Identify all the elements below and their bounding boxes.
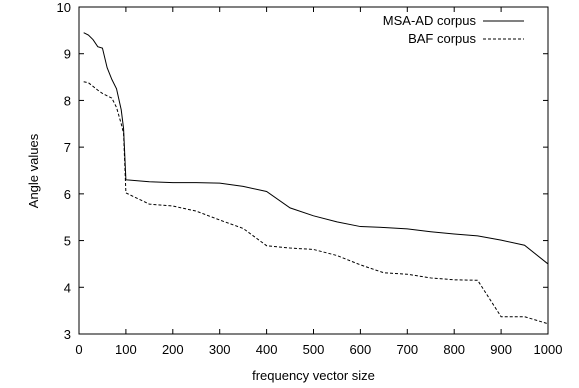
x-tick-label: 200 xyxy=(162,342,184,357)
series-layer xyxy=(83,32,549,325)
x-tick-label: 600 xyxy=(350,342,372,357)
y-tick-label: 10 xyxy=(57,0,71,15)
ticks-layer: 0 100 200 300 400 500 600 700 800 900 1000 3 4 5 6 7 8 9 1… xyxy=(57,0,563,357)
y-tick-label: 8 xyxy=(64,93,71,108)
legend: MSA-AD corpus BAF corpus xyxy=(383,13,524,46)
x-tick-label: 100 xyxy=(115,342,137,357)
x-tick-label: 800 xyxy=(443,342,465,357)
y-tick-label: 6 xyxy=(64,187,71,202)
legend-label: MSA-AD corpus xyxy=(383,13,477,28)
x-tick-label: 1000 xyxy=(534,342,563,357)
y-tick-label: 7 xyxy=(64,140,71,155)
x-tick-label: 500 xyxy=(303,342,325,357)
plot-frame xyxy=(78,6,549,335)
x-tick-label: 400 xyxy=(256,342,278,357)
x-axis-label: frequency vector size xyxy=(252,368,375,383)
legend-label: BAF corpus xyxy=(408,31,476,46)
x-tick-label: 300 xyxy=(209,342,231,357)
y-axis-label: Angle values xyxy=(26,133,41,208)
series-line-msa-ad xyxy=(83,32,549,265)
x-tick-label: 0 xyxy=(75,342,82,357)
y-tick-label: 9 xyxy=(64,47,71,62)
y-tick-label: 3 xyxy=(64,327,71,342)
x-tick-label: 900 xyxy=(490,342,512,357)
y-tick-label: 4 xyxy=(64,280,71,295)
series-line-baf xyxy=(83,81,549,325)
x-tick-label: 700 xyxy=(396,342,418,357)
y-tick-label: 5 xyxy=(64,234,71,249)
